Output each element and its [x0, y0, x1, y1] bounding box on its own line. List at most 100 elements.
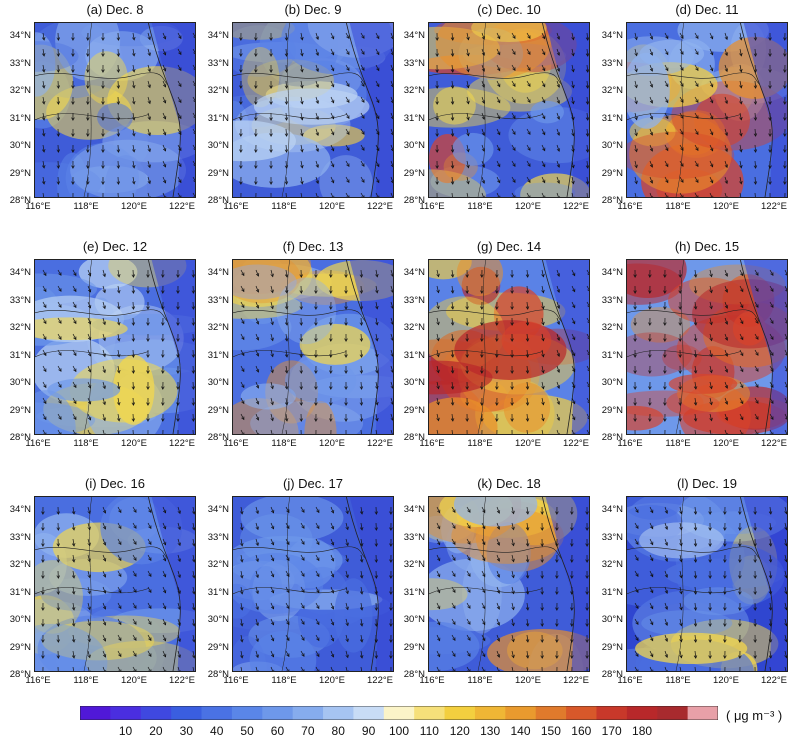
lat-label: 34°N — [9, 30, 31, 41]
lat-label: 28°N — [403, 195, 425, 206]
lon-label: 120°E — [713, 438, 739, 449]
lon-label: 122°E — [169, 675, 195, 686]
lat-label: 34°N — [403, 267, 425, 278]
colorbar-segment — [657, 706, 689, 720]
lat-label: 29°N — [403, 167, 425, 179]
lon-label: 118°E — [73, 201, 99, 212]
colorbar-segment — [353, 706, 385, 720]
colorbar-segment — [687, 706, 718, 720]
lat-label: 31°N — [403, 586, 425, 598]
lat-label: 33°N — [403, 531, 425, 543]
colorbar-segment — [231, 706, 263, 720]
lat-label: 34°N — [207, 504, 229, 515]
lat-label: 32°N — [403, 85, 425, 96]
colorbar-tick-label: 110 — [419, 724, 439, 738]
lon-label: 116°E — [617, 201, 643, 212]
lat-label: 29°N — [207, 641, 229, 653]
colorbar-segment — [474, 706, 506, 720]
lat-label: 29°N — [403, 641, 425, 653]
lon-label: 116°E — [419, 201, 445, 212]
map-panel — [428, 259, 590, 435]
lat-label: 33°N — [601, 531, 623, 543]
lat-label: 31°N — [601, 349, 623, 361]
colorbar-segment — [596, 706, 628, 720]
lon-label: 118°E — [73, 675, 99, 686]
lat-label: 29°N — [601, 641, 623, 653]
colorbar-tick-label: 150 — [540, 724, 561, 738]
colorbar-tick-label: 80 — [331, 724, 345, 738]
panel-title: (f) Dec. 13 — [282, 239, 344, 254]
lon-label: 118°E — [665, 438, 691, 449]
lat-label: 32°N — [601, 85, 623, 96]
lat-label: 28°N — [403, 669, 425, 680]
lat-label: 28°N — [403, 432, 425, 443]
colorbar-tick-label: 180 — [632, 724, 653, 738]
panel-title: (d) Dec. 11 — [675, 2, 739, 17]
lon-label: 116°E — [223, 201, 249, 212]
colorbar-segment — [505, 706, 537, 720]
lon-label: 118°E — [271, 675, 297, 686]
colorbar-tick-label: 170 — [601, 724, 622, 738]
panel-title: (e) Dec. 12 — [82, 239, 148, 254]
lat-label: 34°N — [601, 267, 623, 278]
lat-label: 31°N — [207, 586, 229, 598]
colorbar-segment — [140, 706, 172, 720]
colorbar-segment — [414, 706, 446, 720]
lat-label: 31°N — [403, 112, 425, 124]
lon-label: 120°E — [319, 675, 345, 686]
lat-label: 33°N — [207, 294, 229, 306]
colorbar-tick-label: 50 — [240, 724, 254, 738]
lat-label: 29°N — [601, 167, 623, 179]
lat-label: 33°N — [601, 57, 623, 69]
lat-label: 34°N — [403, 504, 425, 515]
lon-label: 120°E — [121, 438, 147, 449]
lat-label: 28°N — [207, 669, 229, 680]
colorbar-tick-label: 40 — [210, 724, 224, 738]
colorbar-segment — [110, 706, 142, 720]
lat-label: 33°N — [9, 294, 31, 306]
lat-label: 33°N — [601, 294, 623, 306]
colorbar-segment — [201, 706, 233, 720]
map-panel — [232, 496, 394, 672]
map-panel — [428, 496, 590, 672]
lon-label: 116°E — [223, 438, 249, 449]
lat-label: 31°N — [9, 586, 31, 598]
lat-label: 31°N — [601, 586, 623, 598]
lat-label: 32°N — [403, 322, 425, 333]
lon-label: 118°E — [665, 201, 691, 212]
panel-title: (h) Dec. 15 — [674, 239, 740, 254]
lon-label: 122°E — [761, 438, 787, 449]
colorbar-tick-label: 140 — [510, 724, 531, 738]
lat-label: 30°N — [403, 377, 425, 388]
lat-label: 28°N — [207, 195, 229, 206]
lat-label: 30°N — [403, 614, 425, 625]
lat-label: 29°N — [9, 404, 31, 416]
map-panel — [626, 496, 788, 672]
lat-label: 29°N — [207, 404, 229, 416]
colorbar-segment — [292, 706, 324, 720]
lat-label: 30°N — [601, 377, 623, 388]
lon-label: 120°E — [713, 201, 739, 212]
lon-label: 120°E — [515, 438, 541, 449]
colorbar-segment — [626, 706, 658, 720]
lat-label: 34°N — [9, 267, 31, 278]
lon-label: 122°E — [169, 438, 195, 449]
colorbar-tick-label: 70 — [301, 724, 315, 738]
lon-label: 116°E — [25, 675, 51, 686]
colorbar-unit: ( μg m⁻³ ) — [726, 708, 783, 723]
lon-label: 118°E — [271, 438, 297, 449]
lat-label: 31°N — [207, 112, 229, 124]
lat-label: 32°N — [207, 559, 229, 570]
map-panel — [34, 259, 196, 435]
lat-label: 30°N — [601, 140, 623, 151]
lat-label: 28°N — [601, 195, 623, 206]
lon-label: 116°E — [617, 438, 643, 449]
lat-label: 30°N — [207, 140, 229, 151]
lat-label: 28°N — [601, 432, 623, 443]
lat-label: 34°N — [403, 30, 425, 41]
lat-label: 30°N — [9, 140, 31, 151]
colorbar-tick-label: 160 — [571, 724, 592, 738]
lon-label: 122°E — [563, 201, 589, 212]
lon-label: 116°E — [25, 201, 51, 212]
lon-label: 116°E — [419, 675, 445, 686]
